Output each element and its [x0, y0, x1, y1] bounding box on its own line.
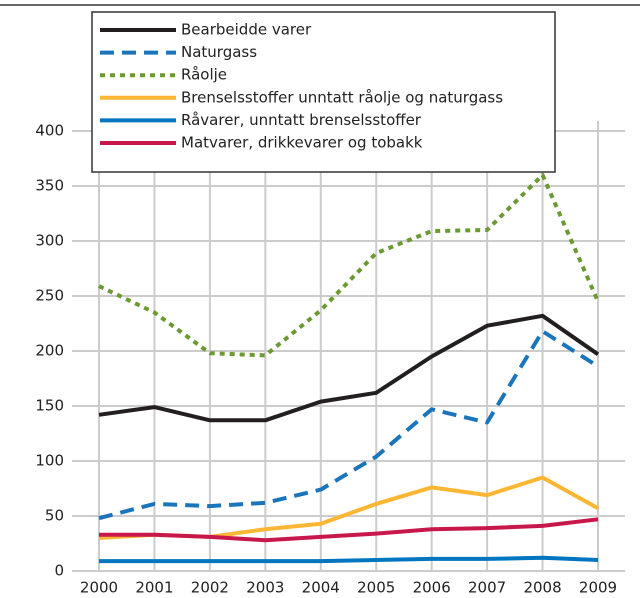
- y-tick-label: 50: [45, 507, 64, 525]
- legend-label: Råolje: [181, 66, 227, 84]
- legend-box: [91, 11, 556, 173]
- x-tick-label: 2001: [135, 579, 173, 597]
- legend-label: Naturgass: [181, 43, 257, 61]
- x-tick-label: 2006: [413, 579, 451, 597]
- x-tick-label: 2000: [80, 579, 118, 597]
- y-tick-label: 200: [35, 342, 64, 360]
- y-tick-label: 300: [35, 232, 64, 250]
- x-tick-label: 2008: [523, 579, 561, 597]
- legend-label: Brenselsstoffer unntatt råolje og naturg…: [181, 88, 503, 106]
- series-line: [98, 329, 600, 521]
- legend-label: Råvarer, unntatt brenselsstoffer: [181, 111, 422, 129]
- y-tick-label: 100: [35, 452, 64, 470]
- series-line: [98, 475, 599, 540]
- series-line: [98, 173, 600, 358]
- x-tick-label: 2009: [579, 579, 617, 597]
- x-tick-label: 2004: [302, 579, 340, 597]
- legend-label: Bearbeidde varer: [181, 21, 312, 39]
- x-tick-label: 2005: [357, 579, 395, 597]
- x-tick-label: 2007: [468, 579, 506, 597]
- y-tick-label: 150: [35, 397, 64, 415]
- y-tick-label: 250: [35, 287, 64, 305]
- legend-label: Matvarer, drikkevarer og tobakk: [181, 134, 423, 152]
- y-tick-label: 350: [35, 177, 64, 195]
- y-tick-label: 0: [54, 562, 64, 580]
- x-tick-label: 2003: [246, 579, 284, 597]
- y-tick-label: 400: [35, 122, 64, 140]
- series-line: [99, 517, 599, 543]
- x-tick-label: 2002: [191, 579, 229, 597]
- series-line: [99, 555, 599, 564]
- series-line: [98, 313, 600, 423]
